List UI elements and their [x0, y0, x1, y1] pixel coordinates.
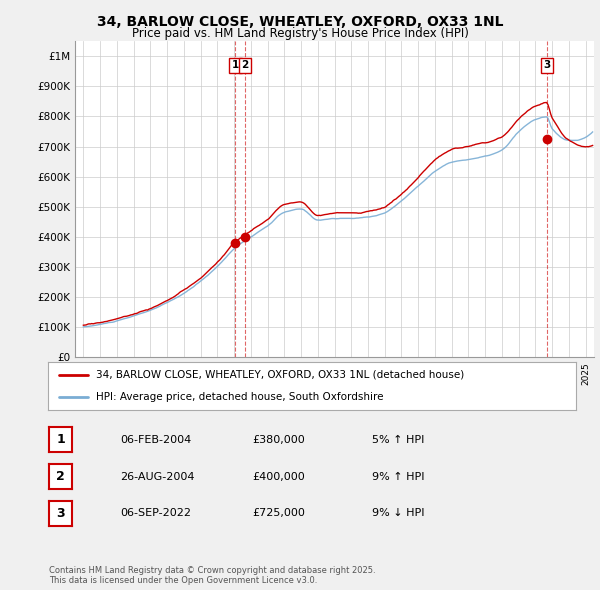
Text: £400,000: £400,000: [252, 472, 305, 481]
Text: 9% ↑ HPI: 9% ↑ HPI: [372, 472, 425, 481]
Text: 9% ↓ HPI: 9% ↓ HPI: [372, 509, 425, 518]
Text: £725,000: £725,000: [252, 509, 305, 518]
Text: £380,000: £380,000: [252, 435, 305, 444]
Text: 1: 1: [232, 60, 239, 70]
Text: 3: 3: [56, 507, 65, 520]
Text: 5% ↑ HPI: 5% ↑ HPI: [372, 435, 424, 444]
Text: 34, BARLOW CLOSE, WHEATLEY, OXFORD, OX33 1NL (detached house): 34, BARLOW CLOSE, WHEATLEY, OXFORD, OX33…: [95, 370, 464, 380]
Text: 3: 3: [543, 60, 550, 70]
Text: 34, BARLOW CLOSE, WHEATLEY, OXFORD, OX33 1NL: 34, BARLOW CLOSE, WHEATLEY, OXFORD, OX33…: [97, 15, 503, 29]
Text: HPI: Average price, detached house, South Oxfordshire: HPI: Average price, detached house, Sout…: [95, 392, 383, 402]
Text: 2: 2: [56, 470, 65, 483]
Text: Contains HM Land Registry data © Crown copyright and database right 2025.
This d: Contains HM Land Registry data © Crown c…: [49, 566, 376, 585]
Text: 06-FEB-2004: 06-FEB-2004: [120, 435, 191, 444]
Text: 26-AUG-2004: 26-AUG-2004: [120, 472, 194, 481]
Text: Price paid vs. HM Land Registry's House Price Index (HPI): Price paid vs. HM Land Registry's House …: [131, 27, 469, 40]
Text: 06-SEP-2022: 06-SEP-2022: [120, 509, 191, 518]
Text: 1: 1: [56, 433, 65, 446]
Text: 2: 2: [241, 60, 248, 70]
